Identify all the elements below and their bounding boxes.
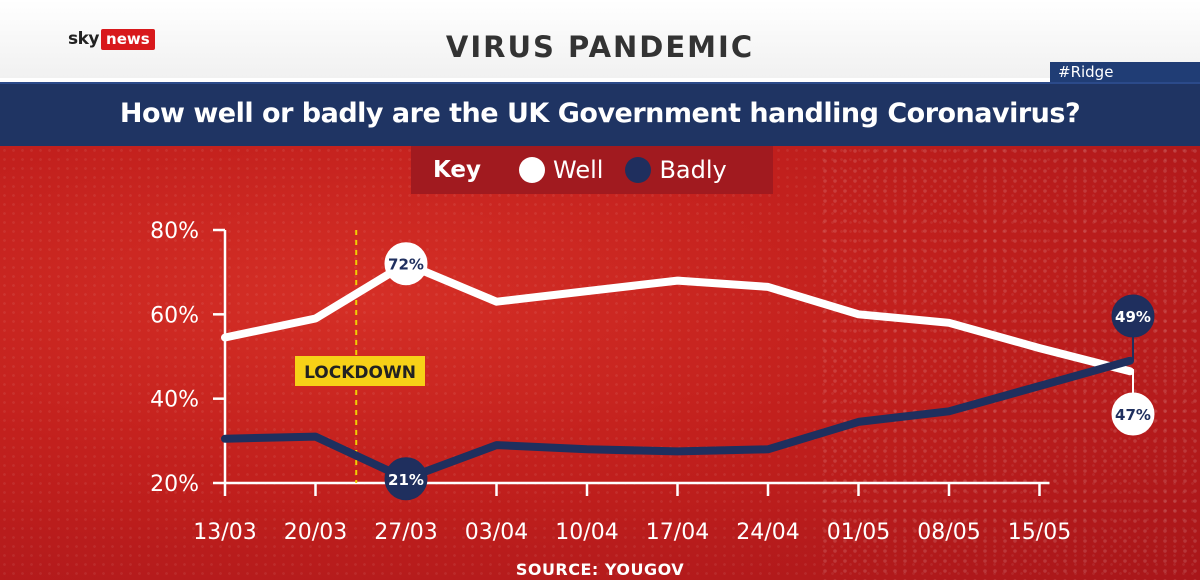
- chart-legend: Key Well Badly: [411, 146, 773, 194]
- legend-badly-swatch: [625, 157, 652, 183]
- legend-well-label: Well: [553, 156, 604, 184]
- data-label-badly: 21%: [388, 471, 424, 489]
- logo-sky-text: sky: [68, 29, 100, 49]
- sky-news-logo: sky news: [68, 28, 155, 50]
- legend-well-swatch: [519, 157, 546, 183]
- dot-texture-right: [820, 146, 1200, 580]
- dot-texture: [0, 146, 1200, 580]
- lockdown-badge: [295, 356, 425, 386]
- chart-question: How well or badly are the UK Government …: [119, 98, 1081, 129]
- lockdown-label: LOCKDOWN: [304, 363, 416, 383]
- page-title: VIRUS PANDEMIC: [445, 30, 755, 64]
- y-tick-label: 20%: [150, 472, 199, 497]
- x-tick-label: 20/03: [284, 520, 347, 545]
- y-tick-label: 80%: [150, 219, 199, 244]
- chart-background: [0, 146, 1200, 580]
- x-tick-label: 01/05: [827, 520, 890, 545]
- header-band: [0, 0, 1200, 78]
- x-tick-label: 03/04: [465, 520, 528, 545]
- logo-news-text: news: [101, 28, 155, 50]
- data-label-well: 72%: [388, 256, 424, 274]
- x-tick-label: 08/05: [917, 520, 980, 545]
- x-tick-label: 10/04: [555, 520, 618, 545]
- y-tick-label: 40%: [150, 388, 199, 413]
- legend-badly-label: Badly: [659, 156, 727, 184]
- source-label: SOURCE: YOUGOV: [515, 560, 685, 579]
- series-line-badly: [221, 356, 1134, 483]
- x-tick-label: 27/03: [374, 520, 437, 545]
- legend-key-label: Key: [433, 157, 482, 183]
- x-tick-label: 13/03: [193, 520, 256, 545]
- data-label-bubble-badly: [1111, 294, 1155, 338]
- data-label-bubble-well: [1111, 392, 1155, 436]
- x-tick-label: 17/04: [646, 520, 709, 545]
- data-label-bubble-well: [384, 242, 428, 286]
- question-bar: How well or badly are the UK Government …: [0, 82, 1200, 146]
- x-tick-label: 24/04: [736, 520, 799, 545]
- x-tick-label: 15/05: [1008, 520, 1071, 545]
- data-label-badly: 49%: [1115, 308, 1151, 326]
- y-tick-label: 60%: [150, 303, 199, 328]
- data-label-well: 47%: [1115, 406, 1151, 424]
- hashtag-badge: #Ridge: [1050, 62, 1200, 83]
- data-label-bubble-badly: [384, 457, 428, 501]
- series-line-well: [221, 259, 1134, 376]
